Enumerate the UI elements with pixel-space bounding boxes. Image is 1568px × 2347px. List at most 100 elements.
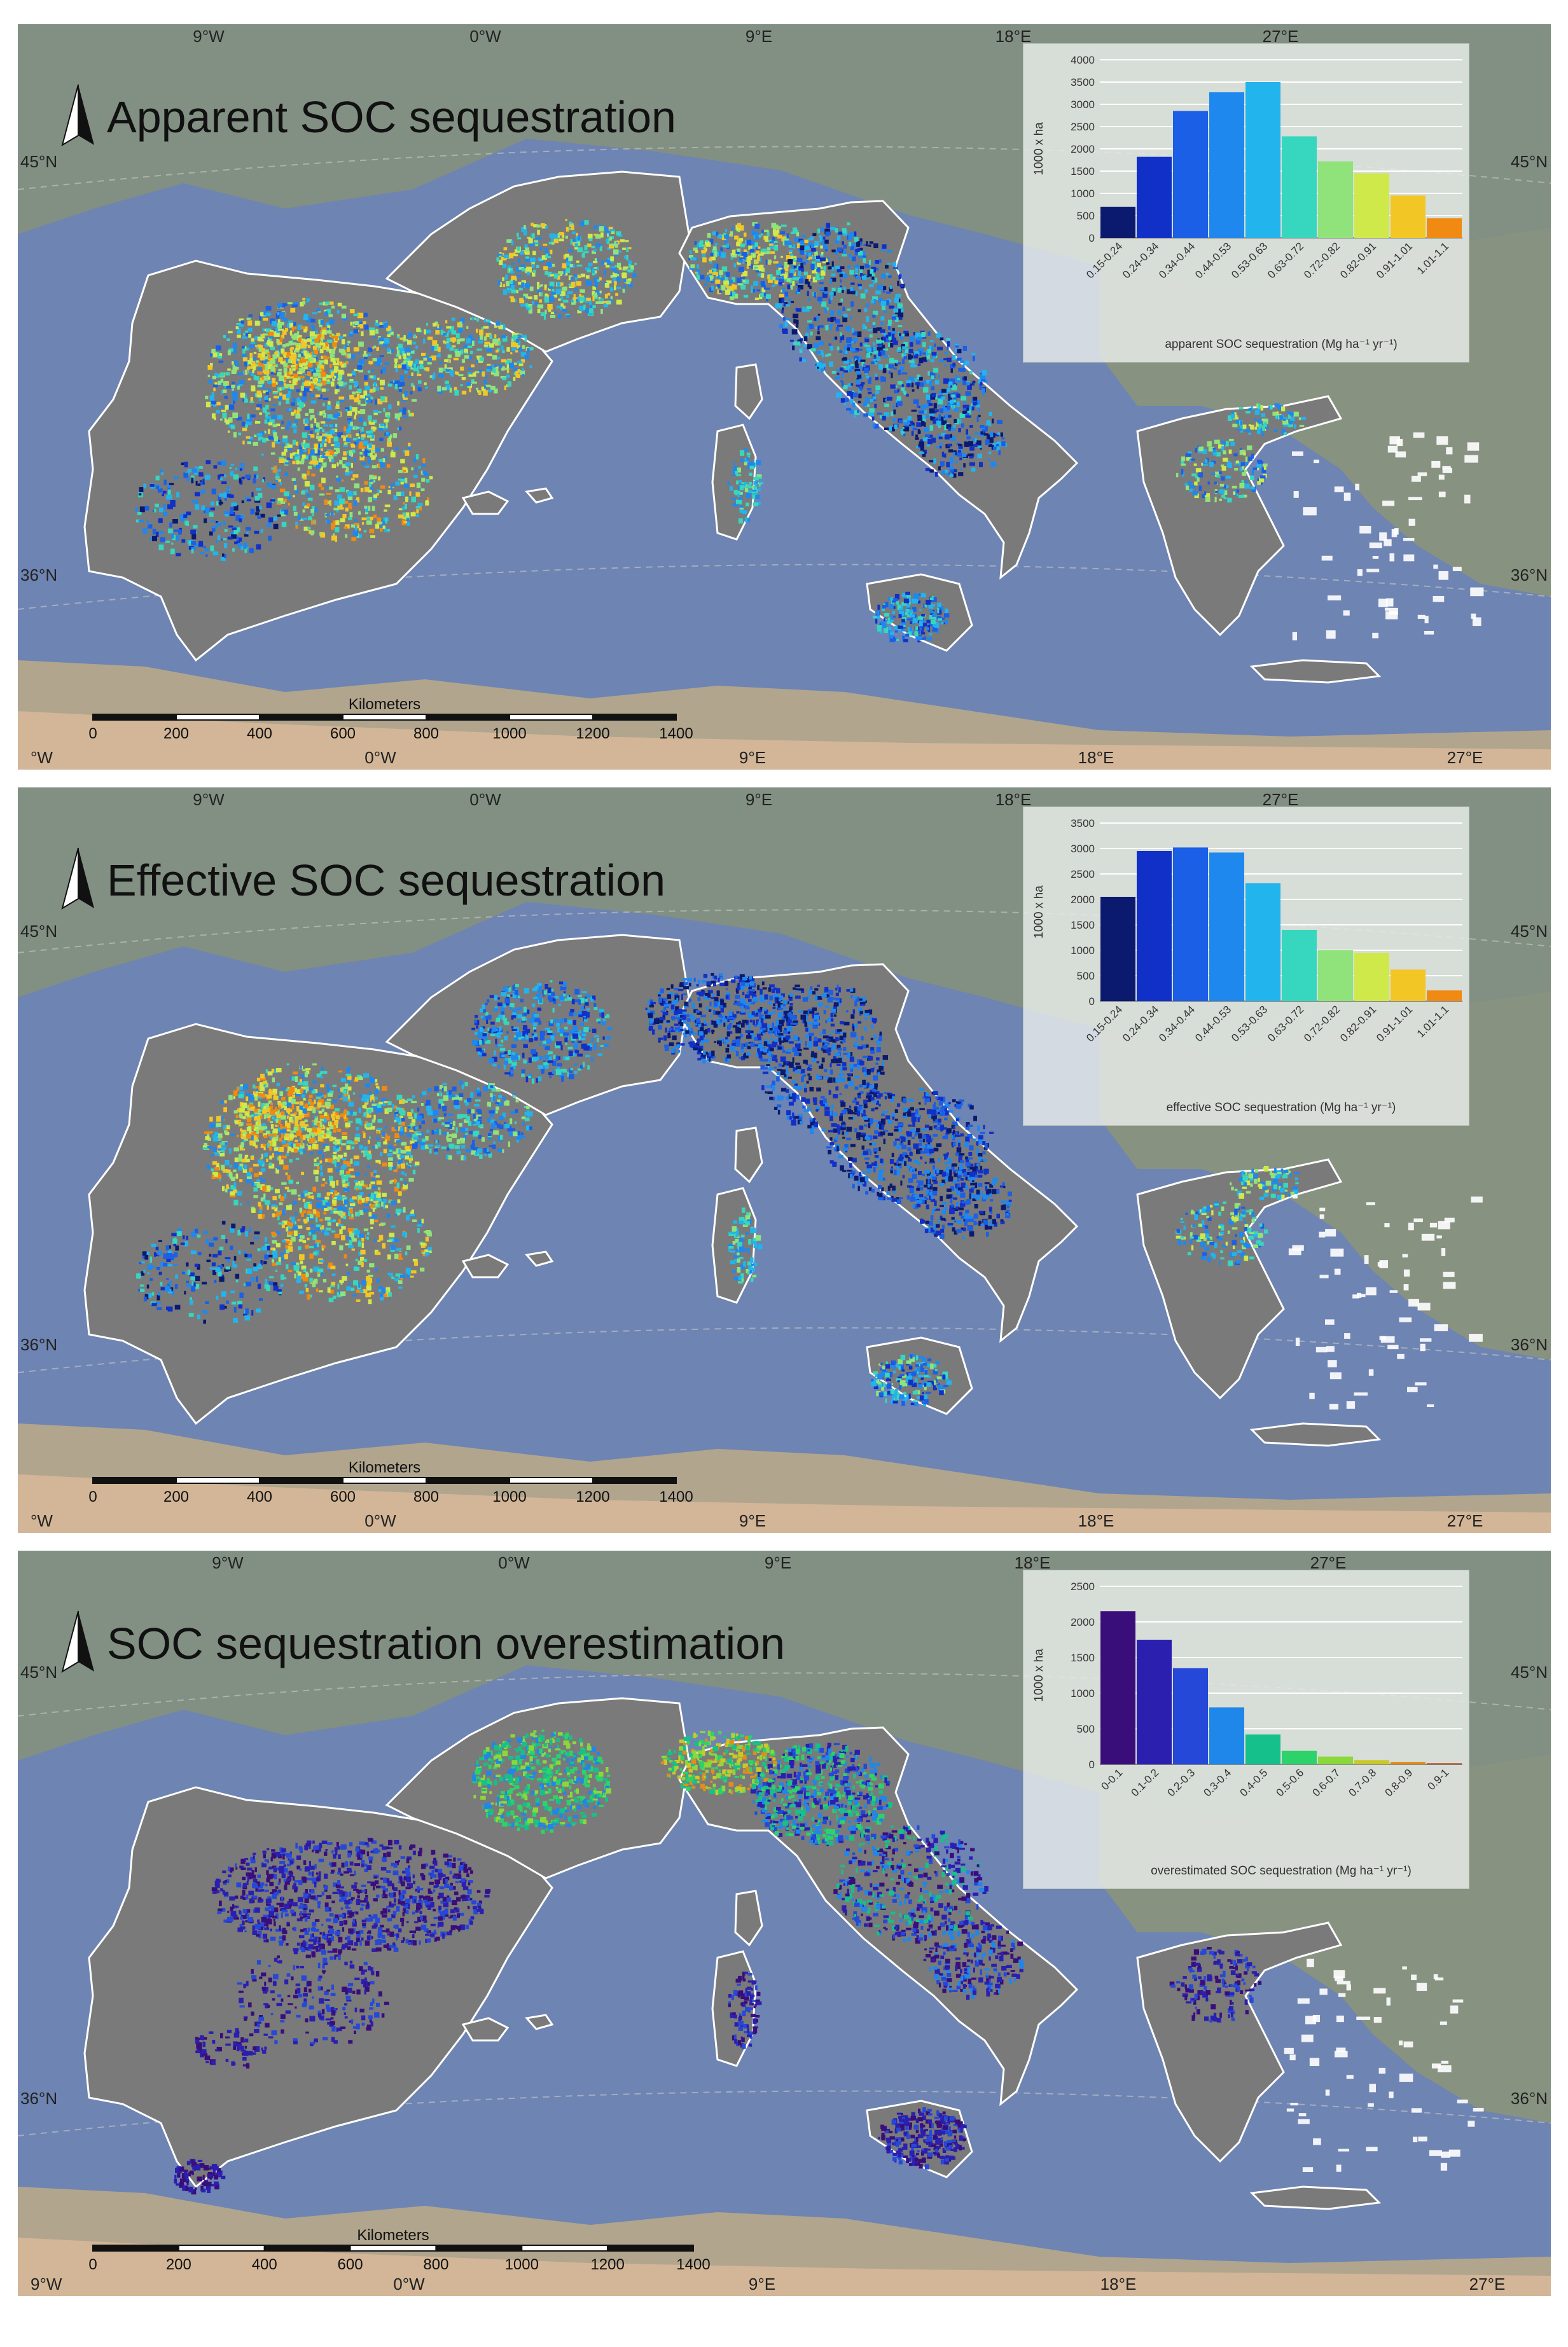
- longitude-label-bottom: °W: [31, 1511, 53, 1530]
- longitude-label-top: 18°E: [1015, 1553, 1051, 1572]
- y-tick-label: 0: [1089, 995, 1095, 1007]
- x-tick-label: 0.6-0.7: [1310, 1766, 1342, 1799]
- land-greece: [1136, 1158, 1343, 1400]
- x-tick-label: 0.63-0.72: [1265, 240, 1306, 280]
- land-balearic2: [525, 487, 554, 504]
- land-greece: [1136, 1921, 1343, 2163]
- histogram-bar: [1137, 1640, 1172, 1764]
- histogram-bar: [1354, 1760, 1389, 1764]
- land-crete: [1249, 659, 1382, 684]
- longitude-label-bottom: 18°E: [1078, 748, 1114, 767]
- y-tick-label: 1000: [1071, 945, 1095, 957]
- north-arrow-icon: [61, 84, 94, 147]
- x-tick-label: 0.5-0.6: [1273, 1766, 1306, 1799]
- study-area-land: [83, 170, 1382, 684]
- y-tick-label: 0: [1089, 1759, 1095, 1771]
- histogram-bar: [1100, 1611, 1135, 1764]
- histogram-inset: 0 500 1000 1500 2000 2500 3000 3500 4000 1000 x h…: [1023, 43, 1469, 363]
- histogram-bar: [1209, 852, 1244, 1001]
- histogram-chart: 0 500 1000 1500 2000 2500 1000 x ha 0-0.1 0.1-0.…: [1032, 1581, 1462, 1878]
- histogram-bar: [1137, 851, 1172, 1001]
- land-crete: [1249, 2185, 1382, 2210]
- land-iberia: [83, 1023, 553, 1425]
- x-tick-label: 0.44-0.53: [1193, 240, 1233, 280]
- scale-bar-tick: 200: [163, 1488, 189, 1506]
- scale-bar-tick: 600: [330, 725, 356, 742]
- map-panel-apparent: Apparent SOC sequestration 9°W 0°W 9°E 18°E 2…: [18, 24, 1551, 770]
- histogram-bar: [1100, 207, 1135, 238]
- study-area-land: [83, 934, 1382, 1447]
- land-corsica: [734, 1890, 763, 1947]
- histogram-bar: [1318, 1756, 1353, 1764]
- y-tick-label: 3500: [1071, 817, 1095, 829]
- scale-bar: Kilometers 0 200 400 600 800 1000 1200 1400: [88, 696, 693, 742]
- y-tick-label: 3000: [1071, 843, 1095, 855]
- scale-bar: Kilometers 0 200 400 600 800 1000 1200 1400: [88, 2227, 710, 2273]
- land-iberia: [83, 260, 553, 662]
- x-tick-label: 0.15-0.24: [1084, 240, 1125, 280]
- longitude-label-bottom: 9°E: [749, 2274, 775, 2294]
- histogram-bar: [1391, 195, 1426, 238]
- histogram-bar: [1318, 950, 1353, 1001]
- scale-bar-tick: 800: [423, 2256, 448, 2273]
- histogram-bar: [1173, 111, 1208, 238]
- north-arrow-icon: [61, 847, 94, 910]
- longitude-label-bottom: 18°E: [1100, 2274, 1137, 2294]
- x-tick-label: 0.7-0.8: [1346, 1766, 1378, 1799]
- scale-bar-tick: 0: [88, 2256, 97, 2273]
- y-tick-label: 0: [1089, 232, 1095, 244]
- map-panel-overestimation: SOC sequestration overestimation 9°W 0°W 9°…: [18, 1551, 1551, 2296]
- land-france: [385, 170, 690, 353]
- histogram-bar: [1354, 173, 1389, 238]
- x-tick-label: 0.82-0.91: [1338, 240, 1378, 280]
- latitude-label-left: 45°N: [20, 152, 57, 171]
- scale-bar-title: Kilometers: [349, 696, 420, 713]
- soc-raster: [135, 219, 1307, 642]
- land-corsica: [734, 1126, 763, 1184]
- longitude-label-top: 0°W: [469, 27, 501, 46]
- x-tick-label: 0.9-1: [1425, 1766, 1451, 1792]
- longitude-label-bottom: 0°W: [393, 2274, 425, 2294]
- histogram-bar: [1318, 161, 1353, 238]
- longitude-label-top: 9°E: [765, 1553, 791, 1572]
- scale-bar-tick: 1400: [659, 725, 693, 742]
- y-tick-label: 2500: [1071, 121, 1095, 133]
- histogram-chart: 0 500 1000 1500 2000 2500 3000 3500 4000 1000 x h…: [1032, 54, 1462, 351]
- histogram-bar: [1100, 897, 1135, 1001]
- scale-bar-tick: 400: [247, 1488, 272, 1506]
- x-tick-label: 0.44-0.53: [1193, 1003, 1233, 1044]
- histogram-bar: [1391, 969, 1426, 1001]
- longitude-label-top: 27°E: [1263, 790, 1299, 809]
- histogram-bar: [1427, 1763, 1462, 1764]
- longitude-label-top: 18°E: [996, 790, 1032, 809]
- aegean-islands: [1284, 1958, 1484, 2172]
- x-tick-label: 0.72-0.82: [1301, 240, 1342, 280]
- y-axis-label: 1000 x ha: [1032, 1649, 1046, 1702]
- land-balearic2: [525, 2014, 554, 2030]
- histogram-bar: [1391, 1762, 1426, 1764]
- y-tick-label: 1000: [1071, 1687, 1095, 1700]
- latitude-label-left: 36°N: [20, 1335, 57, 1354]
- map-title: SOC sequestration overestimation: [107, 1619, 785, 1668]
- scale-bar-tick: 800: [413, 725, 439, 742]
- x-tick-label: 0.15-0.24: [1084, 1003, 1125, 1044]
- y-tick-label: 1500: [1071, 919, 1095, 931]
- land-balearic2: [525, 1250, 554, 1267]
- longitude-label-bottom: 27°E: [1447, 748, 1483, 767]
- x-tick-label: 0.82-0.91: [1338, 1003, 1378, 1044]
- soc-raster: [136, 973, 1300, 1406]
- histogram-bar: [1209, 92, 1244, 238]
- longitude-label-top: 0°W: [498, 1553, 530, 1572]
- scale-bar-title: Kilometers: [349, 1459, 420, 1476]
- latitude-label-right: 45°N: [1511, 152, 1548, 171]
- basemap-sahara: [18, 1474, 1551, 1533]
- land-balearic: [461, 2017, 510, 2042]
- histogram-bar: [1245, 82, 1280, 238]
- y-tick-label: 2500: [1071, 1581, 1095, 1593]
- y-tick-label: 2000: [1071, 143, 1095, 155]
- longitude-label-top: 9°W: [193, 27, 225, 46]
- x-tick-label: 0-0.1: [1099, 1766, 1125, 1792]
- longitude-label-bottom: 9°E: [739, 1511, 766, 1530]
- y-axis-label: 1000 x ha: [1032, 885, 1046, 939]
- longitude-label-bottom: 0°W: [364, 1511, 396, 1530]
